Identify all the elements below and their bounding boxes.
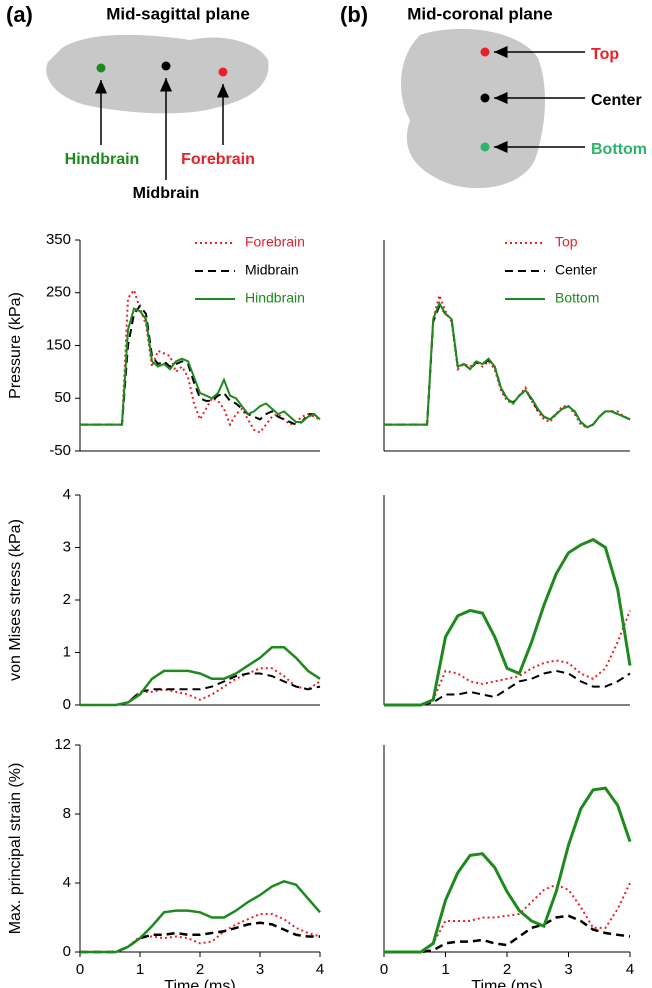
data-line — [384, 292, 631, 429]
x-tick-label: 4 — [316, 961, 324, 978]
point — [96, 63, 106, 73]
point — [480, 142, 490, 152]
y-tick-label: 4 — [63, 874, 71, 891]
x-axis-label: Time (ms) — [471, 978, 542, 988]
x-tick-label: 3 — [256, 961, 264, 978]
x-tick-label: 3 — [564, 961, 572, 978]
point-label: Midbrain — [133, 185, 200, 202]
x-tick-label: 4 — [626, 961, 634, 978]
brain-sagittal — [46, 34, 269, 114]
panel-title: Mid-coronal plane — [407, 4, 552, 23]
point-label: Center — [591, 92, 642, 109]
x-axis-label: Time (ms) — [164, 978, 235, 988]
point-label: Top — [591, 46, 619, 63]
legend-label: Midbrain — [245, 262, 299, 278]
y-tick-label: 350 — [46, 231, 71, 248]
y-tick-label: 0 — [63, 696, 71, 713]
data-line — [384, 914, 631, 954]
legend-label: Bottom — [555, 290, 599, 306]
data-line — [384, 610, 631, 706]
y-tick-label: 50 — [54, 389, 71, 406]
data-line — [384, 786, 632, 954]
point-label: Bottom — [591, 141, 647, 158]
x-tick-label: 0 — [76, 961, 84, 978]
legend-label: Hindbrain — [245, 290, 305, 306]
legend-label: Center — [555, 262, 597, 278]
point — [161, 61, 171, 71]
y-tick-label: 8 — [63, 805, 71, 822]
y-tick-label: 1 — [63, 643, 71, 660]
legend-label: Top — [555, 234, 578, 250]
x-tick-label: 1 — [136, 961, 144, 978]
y-tick-label: 250 — [46, 284, 71, 301]
legend-label: Forebrain — [245, 234, 305, 250]
data-line — [80, 879, 321, 954]
data-line — [384, 300, 631, 429]
data-line — [80, 307, 321, 426]
point — [480, 47, 490, 57]
panel-label: (b) — [340, 2, 368, 27]
y-tick-label: 3 — [63, 538, 71, 555]
point — [480, 93, 490, 103]
y-tick-label: 2 — [63, 591, 71, 608]
x-tick-label: 2 — [503, 961, 511, 978]
data-line — [80, 304, 321, 426]
y-tick-label: 4 — [63, 486, 71, 503]
y-axis-label: Pressure (kPa) — [7, 292, 24, 399]
data-line — [384, 669, 631, 706]
y-tick-label: 150 — [46, 336, 71, 353]
x-tick-label: 1 — [441, 961, 449, 978]
panel-title: Mid-sagittal plane — [106, 4, 250, 23]
brain-coronal — [400, 28, 546, 189]
y-tick-label: 0 — [63, 943, 71, 960]
data-line — [384, 303, 631, 429]
y-tick-label: 12 — [54, 736, 71, 753]
data-line — [80, 646, 321, 707]
x-tick-label: 2 — [196, 961, 204, 978]
y-tick-label: -50 — [49, 442, 71, 459]
point-label: Forebrain — [181, 151, 255, 168]
panel-label: (a) — [6, 2, 33, 27]
data-line — [384, 537, 632, 707]
y-axis-label: von Mises stress (kPa) — [7, 519, 24, 681]
data-line — [80, 913, 321, 953]
point — [218, 67, 228, 77]
y-axis-label: Max. principal strain (%) — [7, 763, 24, 935]
data-line — [80, 921, 320, 954]
x-tick-label: 0 — [380, 961, 388, 978]
point-label: Hindbrain — [65, 151, 140, 168]
